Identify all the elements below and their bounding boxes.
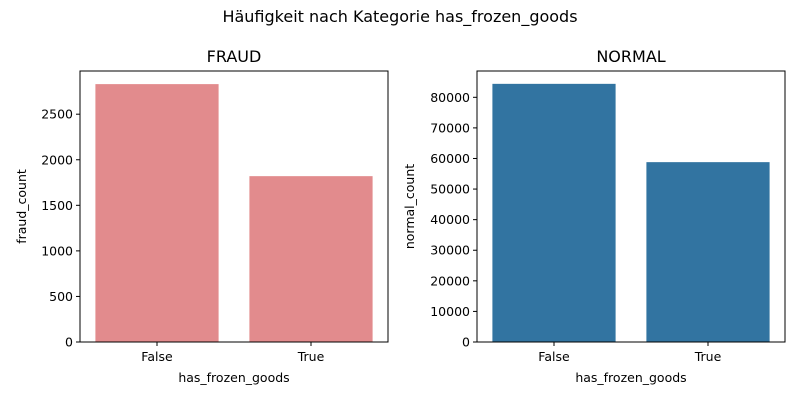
normal-ytick-label: 0 xyxy=(462,335,470,350)
normal-xlabel: has_frozen_goods xyxy=(575,370,686,385)
normal-ytick-label: 50000 xyxy=(430,182,470,197)
fraud-ytick-label: 2000 xyxy=(41,152,73,167)
normal-ylabel: normal_count xyxy=(402,164,417,249)
normal-bar-false xyxy=(492,83,616,343)
normal-panel: NORMAL 0 10000 20000 30000 40000 50000 60000 700… xyxy=(402,47,786,385)
normal-ytick-label: 70000 xyxy=(430,120,470,135)
fraud-bar-false xyxy=(95,84,219,343)
normal-ytick-label: 80000 xyxy=(430,90,470,105)
normal-xtick-label: False xyxy=(538,349,570,364)
normal-bar-true xyxy=(646,162,770,342)
fraud-ytick-label: 0 xyxy=(65,335,73,350)
fraud-panel: FRAUD 0 500 1000 1500 2000 2500 False True has_fr… xyxy=(14,47,389,385)
figure-suptitle: Häufigkeit nach Kategorie has_frozen_goo… xyxy=(222,7,577,27)
normal-axes-frame xyxy=(476,70,786,343)
normal-ytick-label: 60000 xyxy=(430,151,470,166)
normal-ytick-label: 20000 xyxy=(430,273,470,288)
fraud-ytick-label: 1000 xyxy=(41,243,73,258)
normal-title: NORMAL xyxy=(596,47,665,66)
fraud-xtick-label: True xyxy=(297,349,325,364)
fraud-ylabel: fraud_count xyxy=(14,169,29,244)
fraud-title: FRAUD xyxy=(207,47,262,66)
fraud-xlabel: has_frozen_goods xyxy=(178,370,289,385)
fraud-axes-frame xyxy=(79,70,389,343)
normal-ytick-label: 30000 xyxy=(430,243,470,258)
fraud-ytick-label: 500 xyxy=(49,289,73,304)
fraud-ytick-label: 1500 xyxy=(41,198,73,213)
fraud-ytick-label: 2500 xyxy=(41,107,73,122)
normal-ytick-label: 40000 xyxy=(430,212,470,227)
fraud-bar-true xyxy=(249,176,373,342)
fraud-xtick-label: False xyxy=(141,349,173,364)
normal-ytick-label: 10000 xyxy=(430,304,470,319)
normal-xtick-label: True xyxy=(694,349,722,364)
